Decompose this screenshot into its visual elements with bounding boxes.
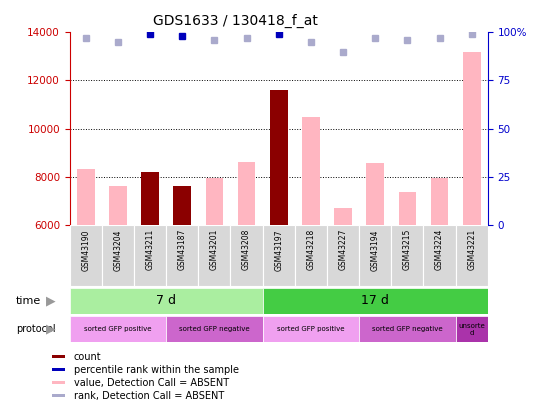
- Bar: [366, 164, 384, 225]
- Bar: [230, 225, 263, 286]
- Bar: [263, 316, 359, 342]
- Bar: [205, 178, 223, 225]
- Bar: [109, 186, 126, 225]
- Text: sorted GFP positive: sorted GFP positive: [277, 326, 345, 332]
- Text: GSM43194: GSM43194: [371, 229, 379, 271]
- Text: percentile rank within the sample: percentile rank within the sample: [73, 365, 239, 375]
- Text: 7 d: 7 d: [156, 294, 176, 307]
- Text: unsorte
d: unsorte d: [458, 322, 485, 336]
- Bar: [70, 225, 102, 286]
- Text: sorted GFP negative: sorted GFP negative: [179, 326, 250, 332]
- Text: rank, Detection Call = ABSENT: rank, Detection Call = ABSENT: [73, 390, 224, 401]
- Bar: [53, 381, 65, 384]
- Bar: [166, 225, 198, 286]
- Bar: [430, 178, 448, 225]
- Bar: [70, 316, 166, 342]
- Bar: [270, 90, 287, 225]
- Bar: [237, 162, 255, 225]
- Bar: [102, 225, 134, 286]
- Bar: [166, 316, 263, 342]
- Text: GSM43201: GSM43201: [210, 229, 219, 271]
- Text: GDS1633 / 130418_f_at: GDS1633 / 130418_f_at: [153, 14, 318, 28]
- Text: sorted GFP negative: sorted GFP negative: [372, 326, 443, 332]
- Bar: [359, 316, 456, 342]
- Text: GSM43211: GSM43211: [146, 229, 154, 270]
- Text: GSM43224: GSM43224: [435, 229, 444, 271]
- Bar: [391, 225, 423, 286]
- Text: GSM43187: GSM43187: [178, 229, 187, 271]
- Text: GSM43197: GSM43197: [274, 229, 283, 271]
- Text: ▶: ▶: [46, 322, 56, 336]
- Bar: [53, 368, 65, 371]
- Text: GSM43208: GSM43208: [242, 229, 251, 271]
- Bar: [263, 288, 488, 314]
- Text: GSM43215: GSM43215: [403, 229, 412, 271]
- Bar: [53, 394, 65, 397]
- Text: GSM43190: GSM43190: [81, 229, 90, 271]
- Bar: [198, 225, 230, 286]
- Bar: [77, 169, 95, 225]
- Bar: [327, 225, 359, 286]
- Text: GSM43221: GSM43221: [467, 229, 476, 270]
- Bar: [456, 316, 488, 342]
- Text: ▶: ▶: [46, 294, 56, 307]
- Bar: [334, 208, 352, 225]
- Bar: [53, 355, 65, 358]
- Text: sorted GFP positive: sorted GFP positive: [84, 326, 152, 332]
- Bar: [295, 225, 327, 286]
- Text: count: count: [73, 352, 101, 362]
- Bar: [302, 117, 319, 225]
- Text: protocol: protocol: [16, 324, 56, 334]
- Bar: [463, 52, 480, 225]
- Bar: [134, 225, 166, 286]
- Text: GSM43204: GSM43204: [114, 229, 122, 271]
- Text: value, Detection Call = ABSENT: value, Detection Call = ABSENT: [73, 378, 229, 388]
- Text: GSM43218: GSM43218: [307, 229, 315, 270]
- Bar: [359, 225, 391, 286]
- Bar: [263, 225, 295, 286]
- Text: GSM43227: GSM43227: [339, 229, 347, 271]
- Bar: [398, 192, 416, 225]
- Bar: [70, 288, 263, 314]
- Bar: [423, 225, 456, 286]
- Bar: [456, 225, 488, 286]
- Bar: [174, 186, 191, 225]
- Text: 17 d: 17 d: [361, 294, 389, 307]
- Bar: [141, 172, 159, 225]
- Text: time: time: [16, 296, 41, 306]
